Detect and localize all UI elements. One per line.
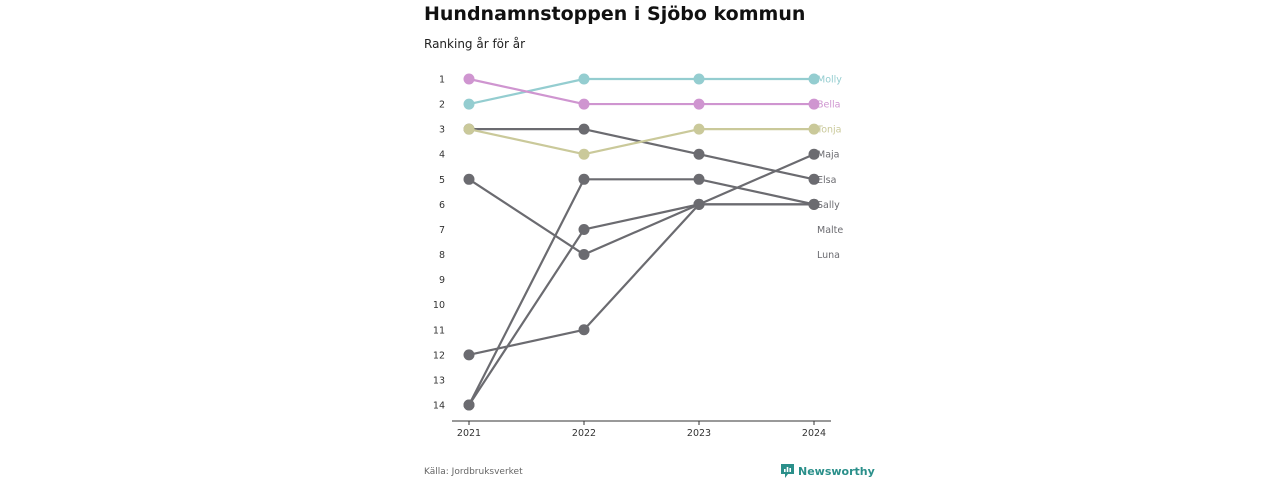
point-bella-2024[interactable] [808,98,820,110]
point-elsa-2022[interactable] [578,123,590,135]
x-tick-label-2024: 2024 [802,428,826,439]
series-tonja [463,123,820,160]
series-label-maja: Maja [817,150,839,161]
x-axis-ticks: 2021 2022 2023 2024 [457,421,826,439]
point-molly-2024[interactable] [808,73,820,85]
point-sally-2022[interactable] [578,249,590,261]
y-tick-label-9: 9 [439,275,445,286]
y-tick-label-2: 2 [439,100,445,111]
series-label-bella: Bella [817,100,840,111]
series-luna [463,198,820,361]
point-luna-2023[interactable] [693,198,705,210]
y-tick-label-3: 3 [439,125,445,136]
series-layer [463,73,820,411]
y-tick-label-13: 13 [433,375,445,386]
point-bella-2022[interactable] [578,98,590,110]
point-sally-2021[interactable] [463,173,475,185]
point-molly-2022[interactable] [578,73,590,85]
x-tick-label-2022: 2022 [572,428,596,439]
point-bella-2021[interactable] [463,73,475,85]
chart-title: Hundnamnstoppen i Sjöbo kommun [424,3,806,25]
y-tick-label-11: 11 [433,325,445,336]
series-line-maja [468,153,815,406]
point-malte-2023[interactable] [693,173,705,185]
series-label-tonja: Tonja [816,125,841,136]
point-elsa-2024[interactable] [808,173,820,185]
point-bella-2023[interactable] [693,98,705,110]
series-line-bella [468,77,814,106]
series-line-elsa [469,128,815,181]
source-note: Källa: Jordbruksverket [424,467,523,477]
y-tick-label-10: 10 [433,300,445,311]
y-tick-label-14: 14 [433,401,445,412]
series-maja [463,148,820,411]
series-labels: Molly Bella Tonja Maja Elsa Sally Malte Luna [816,75,843,262]
series-label-molly: Molly [817,75,842,86]
y-tick-label-8: 8 [439,250,445,261]
y-tick-label-5: 5 [439,175,445,186]
y-tick-label-7: 7 [439,225,445,236]
point-luna-2022[interactable] [578,324,590,336]
point-tonja-2021[interactable] [463,123,475,135]
x-tick-label-2023: 2023 [687,428,711,439]
point-maja-2024[interactable] [808,148,820,160]
point-luna-2021[interactable] [463,349,475,361]
point-molly-2021[interactable] [463,98,475,110]
series-label-luna: Luna [817,250,840,261]
point-malte-2021[interactable] [463,399,475,411]
x-tick-label-2021: 2021 [457,428,481,439]
chart-logo-icon [781,464,794,478]
point-tonja-2022[interactable] [578,148,590,160]
series-malte [463,173,820,411]
series-line-molly [468,77,814,106]
chart-subtitle: Ranking år för år [424,37,526,51]
y-tick-label-6: 6 [439,200,445,211]
series-label-sally: Sally [817,200,840,211]
y-tick-label-4: 4 [439,150,445,161]
brand-logo[interactable]: Newsworthy [781,464,875,478]
point-malte-2022[interactable] [578,173,590,185]
point-molly-2023[interactable] [693,73,705,85]
series-line-luna [468,203,814,356]
brand-name: Newsworthy [798,464,875,478]
series-bella [463,73,820,110]
point-luna-2024[interactable] [808,198,820,210]
point-elsa-2023[interactable] [693,148,705,160]
y-tick-label-1: 1 [439,75,445,86]
point-tonja-2023[interactable] [693,123,705,135]
series-line-malte [468,178,815,406]
y-tick-label-12: 12 [433,350,445,361]
series-line-tonja [468,128,814,156]
series-label-elsa: Elsa [817,175,836,186]
point-maja-2022[interactable] [578,223,590,235]
series-label-malte: Malte [817,225,843,236]
point-tonja-2024[interactable] [808,123,820,135]
